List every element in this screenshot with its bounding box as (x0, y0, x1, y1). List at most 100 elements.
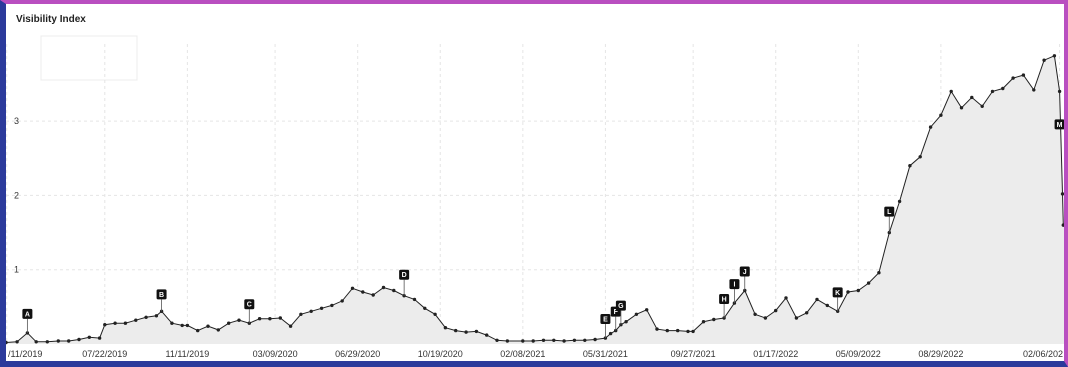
data-point[interactable] (268, 317, 272, 321)
event-marker-m[interactable]: M (1054, 119, 1064, 130)
data-point[interactable] (495, 338, 499, 342)
data-point[interactable] (433, 312, 437, 316)
data-point[interactable] (665, 328, 669, 333)
data-point[interactable] (257, 317, 262, 321)
data-point[interactable] (531, 339, 535, 343)
data-point[interactable] (154, 314, 159, 318)
data-point[interactable] (603, 336, 608, 340)
event-marker-a[interactable]: A (22, 308, 33, 319)
data-point[interactable] (866, 281, 871, 285)
event-marker-j[interactable]: J (739, 266, 750, 277)
data-point[interactable] (763, 316, 768, 320)
data-point[interactable] (454, 328, 458, 333)
data-point[interactable] (541, 338, 546, 342)
data-point[interactable] (593, 337, 597, 342)
data-point[interactable] (319, 306, 324, 310)
event-marker-e[interactable]: E (600, 314, 611, 325)
data-point[interactable] (583, 338, 587, 342)
data-point[interactable] (959, 106, 964, 110)
data-point[interactable] (371, 293, 375, 297)
data-point[interactable] (970, 95, 974, 100)
data-point[interactable] (103, 323, 107, 327)
data-point[interactable] (624, 320, 628, 324)
data-point[interactable] (562, 339, 566, 343)
data-point[interactable] (686, 329, 690, 334)
data-point[interactable] (805, 311, 809, 315)
data-point[interactable] (340, 299, 344, 303)
data-point[interactable] (15, 340, 19, 344)
data-point[interactable] (485, 333, 489, 337)
data-point[interactable] (77, 337, 81, 342)
event-marker-i[interactable]: I (729, 279, 740, 290)
data-point[interactable] (237, 318, 241, 322)
data-point[interactable] (180, 323, 184, 328)
data-point[interactable] (825, 303, 829, 308)
data-point[interactable] (676, 328, 680, 333)
data-point[interactable] (701, 320, 706, 324)
data-point[interactable] (939, 113, 943, 117)
event-marker-h[interactable]: H (719, 294, 730, 304)
data-point[interactable] (887, 230, 891, 235)
data-point[interactable] (1060, 192, 1064, 196)
data-point[interactable] (330, 303, 334, 308)
data-point[interactable] (56, 339, 60, 343)
data-point[interactable] (655, 327, 659, 331)
data-point[interactable] (206, 324, 210, 328)
data-point[interactable] (712, 317, 716, 322)
data-point[interactable] (45, 340, 49, 344)
data-point[interactable] (288, 324, 293, 328)
event-marker-k[interactable]: K (832, 287, 843, 298)
data-point[interactable] (753, 312, 757, 316)
event-marker-c[interactable]: C (244, 299, 255, 310)
data-point[interactable] (794, 316, 799, 320)
data-point[interactable] (350, 286, 355, 290)
data-point[interactable] (1001, 86, 1005, 91)
data-point[interactable] (34, 340, 38, 344)
data-point[interactable] (608, 331, 613, 336)
data-point[interactable] (1021, 73, 1026, 77)
data-point[interactable] (6, 340, 8, 345)
data-point[interactable] (505, 339, 510, 343)
data-point[interactable] (1011, 76, 1015, 80)
data-point[interactable] (815, 297, 819, 302)
data-point[interactable] (309, 309, 313, 313)
data-point[interactable] (521, 339, 525, 343)
data-point[interactable] (134, 318, 138, 322)
data-point[interactable] (634, 312, 639, 316)
data-point[interactable] (278, 316, 282, 320)
event-marker-l[interactable]: L (884, 206, 895, 217)
data-point[interactable] (392, 288, 396, 293)
data-point[interactable] (25, 331, 30, 335)
data-point[interactable] (67, 339, 71, 343)
data-point[interactable] (423, 306, 427, 310)
data-point[interactable] (1032, 88, 1036, 92)
event-marker-d[interactable]: D (399, 269, 410, 280)
data-point[interactable] (1057, 89, 1062, 94)
data-point[interactable] (185, 323, 190, 328)
data-point[interactable] (196, 328, 200, 333)
data-point[interactable] (87, 335, 92, 339)
data-point[interactable] (443, 326, 448, 330)
data-point[interactable] (877, 271, 881, 275)
data-point[interactable] (1062, 223, 1064, 227)
data-point[interactable] (990, 89, 995, 94)
data-point[interactable] (949, 89, 953, 94)
data-point[interactable] (980, 104, 984, 109)
data-point[interactable] (846, 290, 850, 294)
data-point[interactable] (784, 296, 788, 300)
data-point[interactable] (144, 315, 148, 319)
data-point[interactable] (691, 329, 695, 334)
data-point[interactable] (97, 336, 102, 340)
data-point[interactable] (464, 330, 468, 334)
data-point[interactable] (928, 125, 933, 129)
data-point[interactable] (474, 329, 479, 334)
data-point[interactable] (572, 338, 577, 342)
data-point[interactable] (216, 328, 220, 332)
data-point[interactable] (897, 199, 902, 204)
event-marker-b[interactable]: B (156, 289, 167, 300)
event-marker-g[interactable]: G (615, 300, 626, 311)
data-point[interactable] (299, 312, 303, 316)
data-point[interactable] (123, 321, 128, 325)
data-point[interactable] (552, 338, 556, 342)
data-point[interactable] (1052, 54, 1057, 58)
